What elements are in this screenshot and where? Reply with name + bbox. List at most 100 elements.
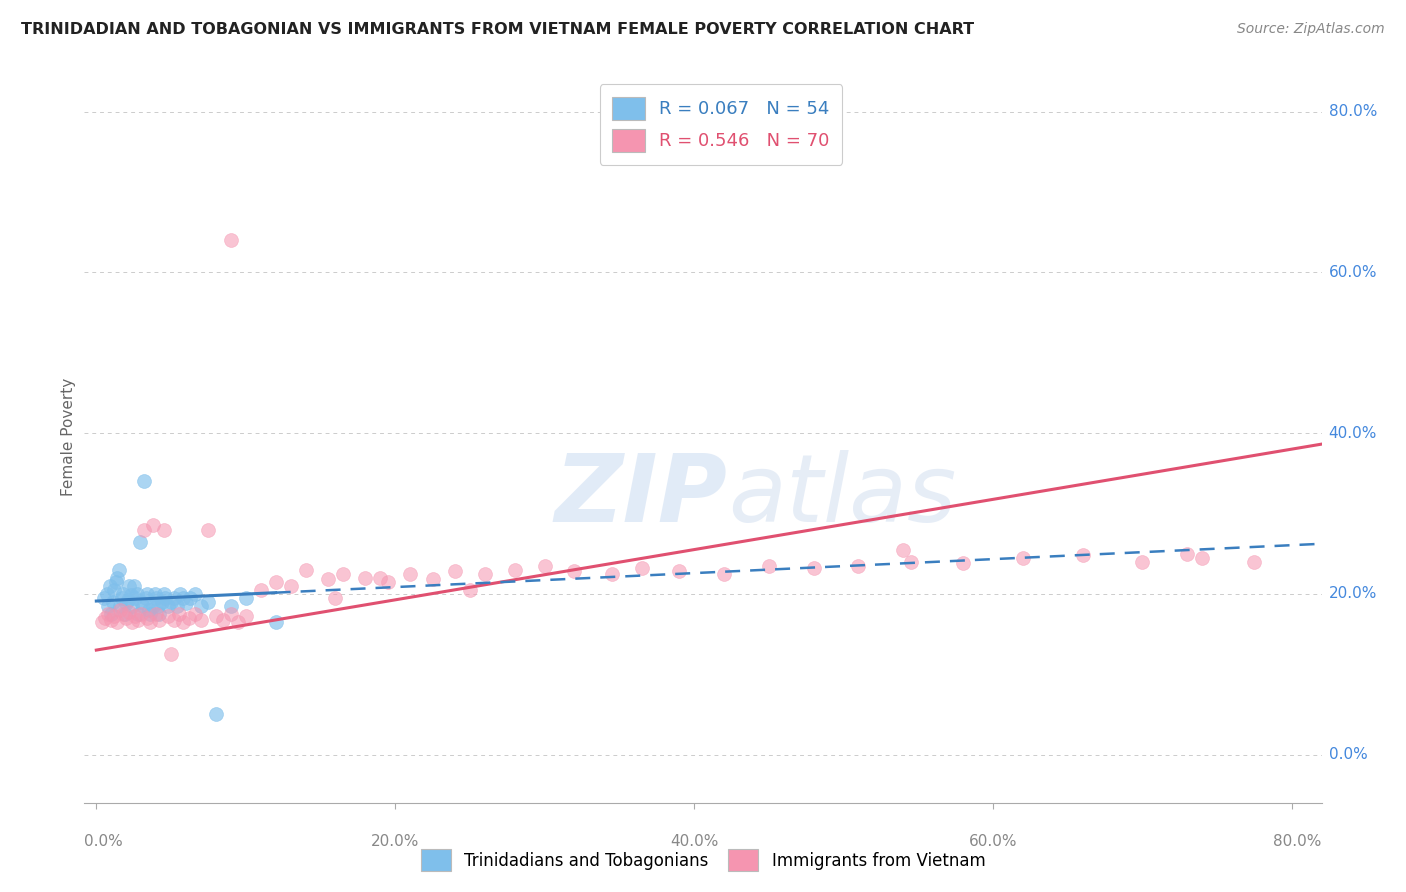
Point — [332, 566, 354, 581]
Text: atlas: atlas — [728, 450, 956, 541]
Point — [134, 475, 156, 489]
Point — [103, 582, 125, 597]
Point — [91, 615, 114, 629]
Point — [212, 613, 235, 627]
Point — [630, 561, 652, 575]
Point — [121, 615, 143, 629]
Point — [131, 599, 153, 613]
Point — [197, 595, 219, 609]
Point — [172, 615, 194, 629]
Text: TRINIDADIAN AND TOBAGONIAN VS IMMIGRANTS FROM VIETNAM FEMALE POVERTY CORRELATION: TRINIDADIAN AND TOBAGONIAN VS IMMIGRANTS… — [21, 22, 974, 37]
Point — [157, 599, 180, 613]
Point — [153, 591, 176, 605]
Point — [219, 233, 242, 247]
Text: 20.0%: 20.0% — [371, 834, 419, 849]
Point — [444, 564, 467, 578]
Text: 60.0%: 60.0% — [969, 834, 1017, 849]
Point — [94, 611, 117, 625]
Point — [96, 587, 118, 601]
Point — [205, 609, 228, 624]
Point — [152, 523, 174, 537]
Point — [124, 609, 146, 624]
Point — [174, 597, 197, 611]
Point — [157, 609, 180, 624]
Point — [399, 566, 422, 581]
Point — [136, 587, 159, 601]
Point — [160, 595, 183, 609]
Y-axis label: Female Poverty: Female Poverty — [60, 378, 76, 496]
Point — [148, 607, 170, 621]
Point — [280, 579, 302, 593]
Point — [758, 558, 780, 573]
Legend: R = 0.067   N = 54, R = 0.546   N = 70: R = 0.067 N = 54, R = 0.546 N = 70 — [600, 84, 842, 165]
Point — [1175, 547, 1198, 561]
Point — [377, 574, 399, 589]
Point — [891, 542, 914, 557]
Text: 0.0%: 0.0% — [1329, 747, 1367, 762]
Point — [146, 599, 169, 613]
Point — [128, 534, 150, 549]
Point — [110, 603, 132, 617]
Point — [143, 587, 166, 601]
Point — [104, 574, 127, 589]
Point — [97, 599, 120, 613]
Point — [184, 607, 207, 621]
Point — [118, 605, 141, 619]
Point — [148, 613, 170, 627]
Point — [564, 564, 586, 578]
Point — [235, 609, 257, 624]
Text: 60.0%: 60.0% — [1329, 265, 1376, 280]
Point — [354, 571, 377, 585]
Point — [803, 561, 825, 575]
Point — [179, 591, 201, 605]
Point — [139, 607, 162, 621]
Point — [135, 591, 157, 605]
Point — [1071, 548, 1094, 562]
Point — [190, 613, 212, 627]
Point — [115, 597, 138, 611]
Point — [264, 574, 287, 589]
Point — [316, 572, 339, 586]
Point — [422, 572, 444, 586]
Point — [226, 615, 249, 629]
Point — [101, 595, 124, 609]
Point — [100, 613, 122, 627]
Point — [98, 579, 121, 593]
Point — [190, 599, 212, 613]
Point — [205, 707, 228, 722]
Point — [105, 615, 128, 629]
Point — [93, 591, 115, 605]
Point — [600, 566, 623, 581]
Point — [120, 589, 142, 603]
Point — [129, 607, 152, 621]
Point — [668, 564, 690, 578]
Point — [145, 607, 167, 621]
Point — [103, 609, 125, 624]
Text: ZIP: ZIP — [555, 450, 728, 541]
Point — [474, 566, 496, 581]
Point — [197, 523, 219, 537]
Point — [219, 599, 242, 613]
Point — [111, 591, 134, 605]
Point — [112, 607, 135, 621]
Text: 80.0%: 80.0% — [1329, 104, 1376, 119]
Point — [166, 599, 188, 613]
Point — [249, 582, 271, 597]
Point — [118, 579, 141, 593]
Point — [952, 556, 974, 570]
Point — [124, 591, 146, 605]
Point — [138, 603, 160, 617]
Point — [219, 607, 242, 621]
Point — [129, 595, 152, 609]
Point — [136, 611, 159, 625]
Point — [142, 518, 165, 533]
Point — [117, 593, 139, 607]
Point — [160, 647, 183, 661]
Point — [150, 595, 173, 609]
Point — [264, 615, 287, 629]
Point — [177, 611, 200, 625]
Point — [900, 555, 922, 569]
Point — [503, 563, 526, 577]
Point — [107, 563, 129, 577]
Point — [142, 599, 165, 613]
